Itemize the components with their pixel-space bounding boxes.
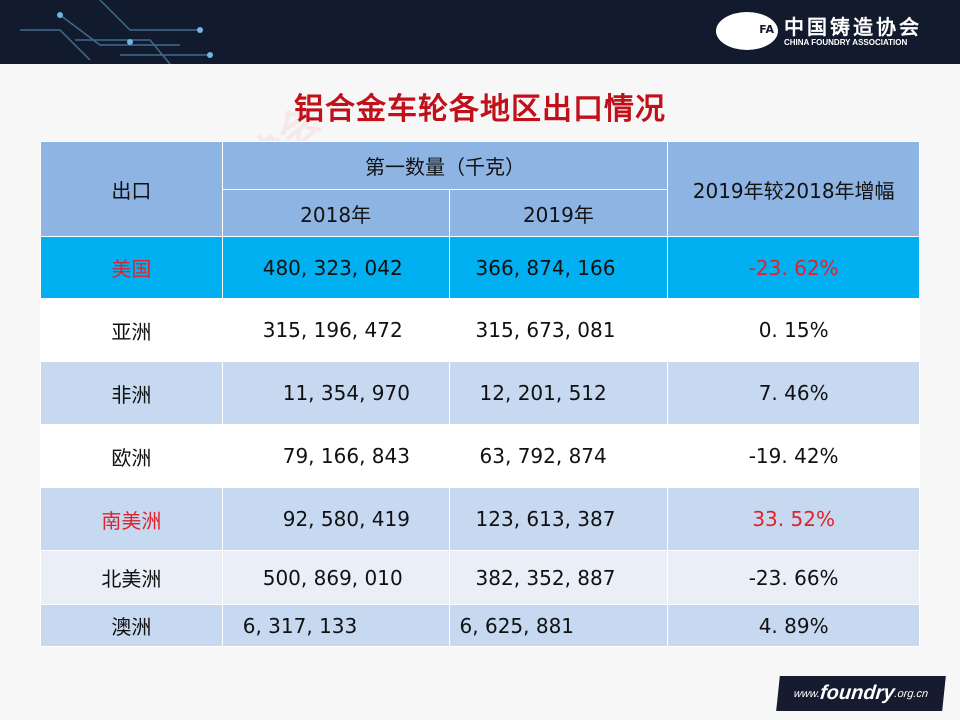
value-2019-cell: 382, 352, 887 <box>448 550 669 605</box>
value-2018-cell: 500, 869, 010 <box>221 550 450 605</box>
table-row: 美国 480, 323, 042 366, 874, 166 -23. 62% <box>40 236 920 299</box>
logo-cn: 中国铸造协会 <box>784 14 922 39</box>
value-2019-cell: 123, 613, 387 <box>448 487 669 551</box>
region-cell: 美国 <box>40 236 223 299</box>
value-2018-cell: 315, 196, 472 <box>221 298 450 362</box>
region-cell: 澳洲 <box>40 604 223 647</box>
footer-www: www. <box>793 687 821 700</box>
value-2018-cell: 11, 354, 970 <box>221 361 450 425</box>
value-2018-cell: 6, 317, 133 <box>221 604 450 647</box>
value-2019-cell: 6, 625, 881 <box>448 604 669 647</box>
table-row: 北美洲 500, 869, 010 382, 352, 887 -23. 66% <box>40 550 920 605</box>
region-cell: 欧洲 <box>40 424 223 488</box>
value-2019-cell: 315, 673, 081 <box>448 298 669 362</box>
export-table: 出口 第一数量（千克） 2019年较2018年增幅 2018年 2019年 美国… <box>40 141 920 647</box>
growth-cell: -23. 62% <box>667 236 920 299</box>
value-2018-cell: 79, 166, 843 <box>221 424 450 488</box>
growth-cell: 33. 52% <box>667 487 920 551</box>
table-row: 南美洲 92, 580, 419 123, 613, 387 33. 52% <box>40 487 920 551</box>
table-row: 欧洲 79, 166, 843 63, 792, 874 -19. 42% <box>40 424 920 488</box>
table-row: 澳洲 6, 317, 133 6, 625, 881 4. 89% <box>40 604 920 647</box>
page-title: 铝合金车轮各地区出口情况 <box>294 92 666 127</box>
header-2018: 2018年 <box>221 189 450 237</box>
growth-cell: 0. 15% <box>667 298 920 362</box>
header-2019: 2019年 <box>448 189 669 237</box>
circuit-decoration <box>20 0 213 64</box>
region-cell: 北美洲 <box>40 550 223 605</box>
growth-cell: -19. 42% <box>667 424 920 488</box>
header-banner: FA 中国铸造协会 CHINA FOUNDRY ASSOCIATION <box>0 0 960 64</box>
header-growth: 2019年较2018年增幅 <box>667 141 920 237</box>
logo-mark-icon: FA <box>716 12 778 50</box>
value-2019-cell: 366, 874, 166 <box>448 236 669 299</box>
table-header-row: 2018年 2019年 <box>41 189 920 237</box>
value-2018-cell: 480, 323, 042 <box>221 236 450 299</box>
value-2019-cell: 63, 792, 874 <box>448 424 669 488</box>
value-2019-cell: 12, 201, 512 <box>448 361 669 425</box>
footer-brand: foundry <box>818 682 896 704</box>
logo-en: CHINA FOUNDRY ASSOCIATION <box>784 37 908 47</box>
table-row: 非洲 11, 354, 970 12, 201, 512 7. 46% <box>40 361 920 425</box>
growth-cell: 7. 46% <box>667 361 920 425</box>
table-header-row: 出口 第一数量（千克） 2019年较2018年增幅 <box>40 141 920 237</box>
logo-mark-text: FA <box>759 23 774 36</box>
table-row: 亚洲 315, 196, 472 315, 673, 081 0. 15% <box>40 298 920 362</box>
value-2018-cell: 92, 580, 419 <box>221 487 450 551</box>
header-quantity: 第一数量（千克） <box>221 141 669 190</box>
growth-cell: -23. 66% <box>667 550 920 605</box>
region-cell: 非洲 <box>40 361 223 425</box>
footer-website: www. foundry .org.cn <box>776 676 946 711</box>
region-cell: 亚洲 <box>40 298 223 362</box>
region-cell: 南美洲 <box>40 487 223 551</box>
footer-tld: .org.cn <box>893 687 929 700</box>
growth-cell: 4. 89% <box>667 604 920 647</box>
china-foundry-logo: FA 中国铸造协会 CHINA FOUNDRY ASSOCIATION <box>716 12 922 50</box>
header-export: 出口 <box>40 141 223 237</box>
